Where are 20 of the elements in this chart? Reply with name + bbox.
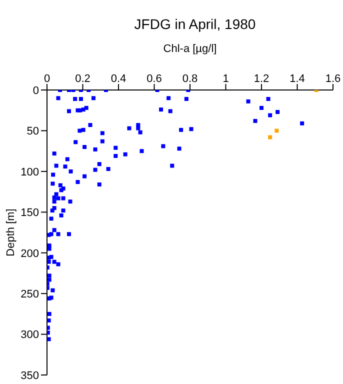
- y-tick-label: 250: [20, 288, 39, 300]
- x-tick-label: 0.6: [146, 73, 162, 85]
- y-tick-label: 150: [20, 207, 39, 220]
- x-tick-label: 1.6: [325, 73, 341, 85]
- y-tick-label: 300: [20, 329, 39, 342]
- x-tick-label: 0.8: [182, 73, 198, 85]
- x-tick-label: 1.2: [254, 73, 270, 85]
- x-axis-title: Chl-a [µg/l]: [163, 42, 217, 55]
- y-tick-label: 50: [26, 126, 39, 138]
- x-tick-label: 0: [44, 73, 50, 85]
- x-tick-label: 0.4: [110, 73, 126, 85]
- y-tick-label: 100: [20, 166, 39, 178]
- y-tick-label: 350: [20, 370, 39, 382]
- x-tick-label: 1.4: [290, 73, 305, 85]
- y-tick-label: 0: [32, 84, 39, 97]
- y-axis-title: Depth [m]: [4, 208, 17, 256]
- y-tick-label: 200: [20, 248, 39, 260]
- chart-title: JFDG in April, 1980: [133, 16, 257, 32]
- x-tick-label: 0.2: [75, 73, 90, 85]
- x-tick-label: 1: [222, 73, 229, 85]
